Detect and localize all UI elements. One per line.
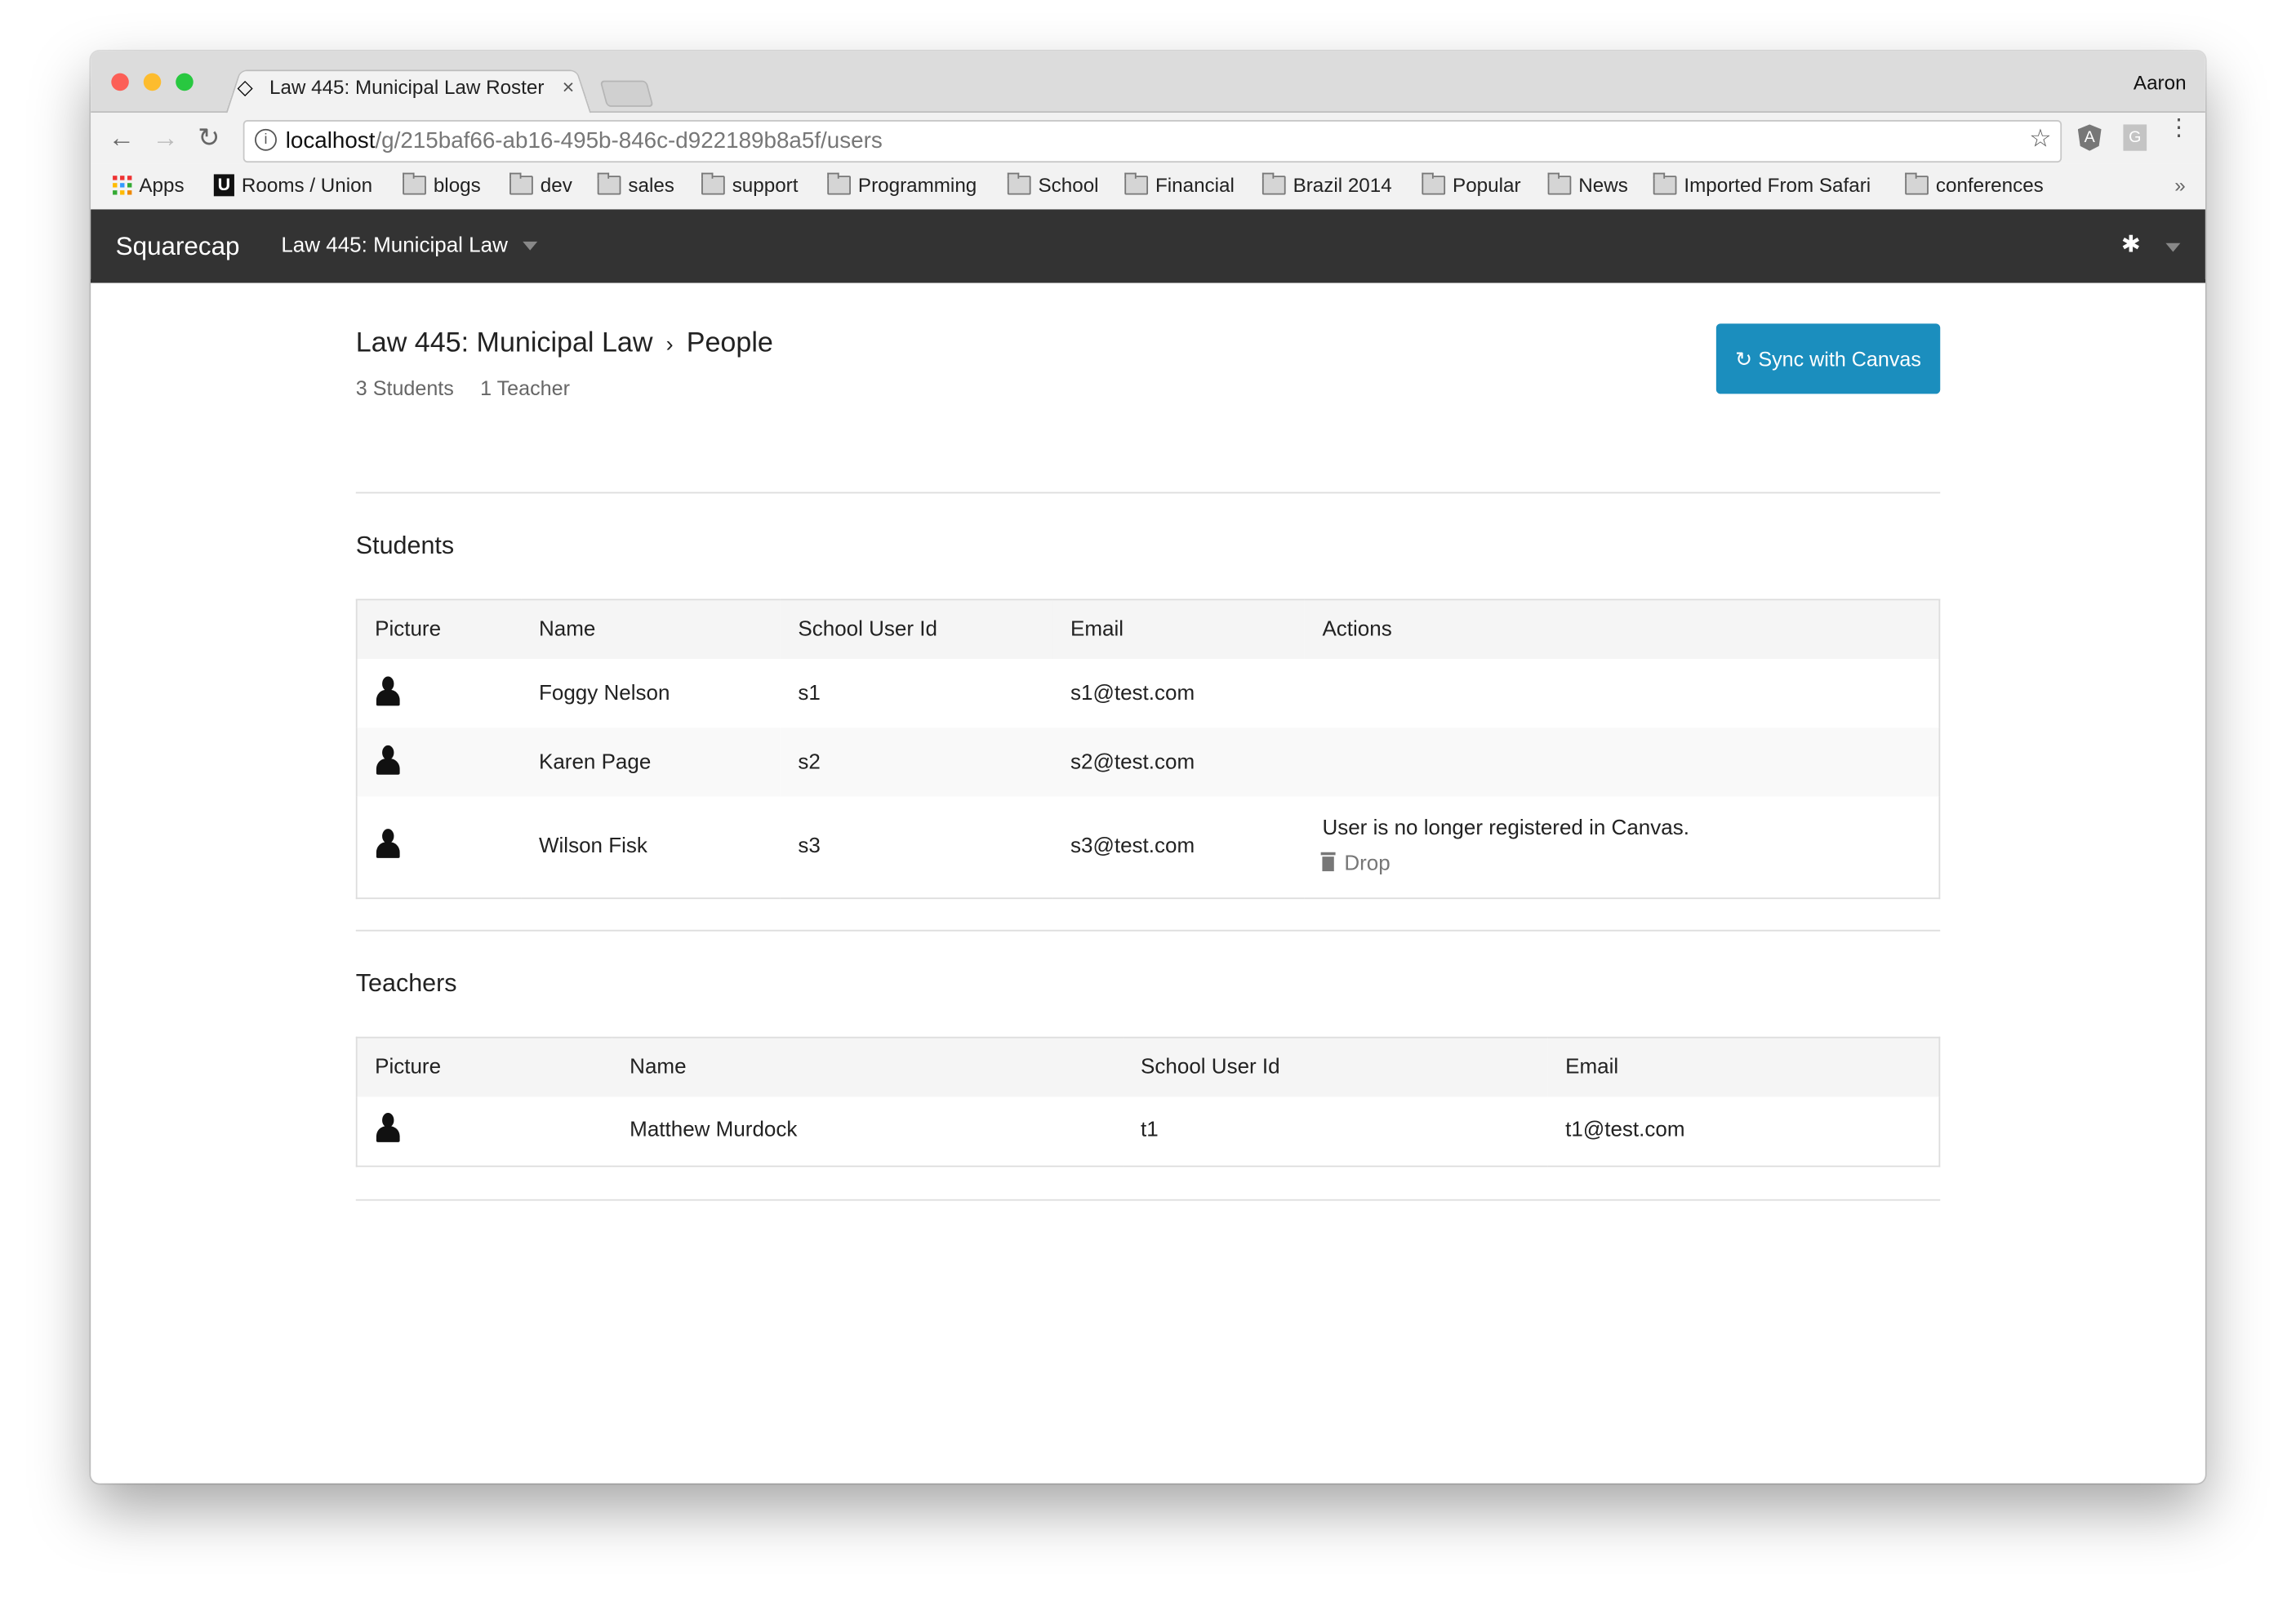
apps-icon: [113, 176, 132, 195]
bookmark-folder[interactable]: Financial: [1124, 172, 1235, 196]
brand-logo[interactable]: Squarecap: [115, 231, 240, 261]
teachers-count: 1 Teacher: [480, 376, 570, 400]
bookmarks-overflow-button[interactable]: »: [2174, 174, 2186, 197]
sync-with-canvas-button[interactable]: ↻ Sync with Canvas: [1715, 323, 1941, 394]
folder-icon: [1007, 172, 1031, 195]
url-host: localhost: [285, 128, 376, 154]
table-header: Picture Name School User Id Email: [356, 1037, 1940, 1097]
profile-name[interactable]: Aaron: [2133, 71, 2187, 94]
page-title: People: [686, 327, 773, 359]
drop-button[interactable]: Drop: [1320, 852, 1938, 876]
bookmark-rooms-union[interactable]: U Rooms / Union: [213, 174, 372, 197]
user-avatar-icon: [375, 675, 401, 705]
favicon-icon: ◇: [237, 74, 253, 99]
table-row: Matthew Murdock t1 t1@test.com: [357, 1097, 1940, 1165]
user-avatar-icon: [375, 829, 401, 859]
breadcrumb-course[interactable]: Law 445: Municipal Law: [355, 327, 653, 359]
bookmark-star-icon[interactable]: ☆: [2029, 124, 2052, 153]
bookmark-folder[interactable]: Programming: [827, 172, 977, 196]
folder-icon: [827, 172, 851, 195]
folder-icon: [1547, 172, 1572, 195]
caret-down-icon[interactable]: [2165, 242, 2181, 252]
bookmark-folder[interactable]: News: [1547, 172, 1628, 196]
tab-bar: ◇ Law 445: Municipal Law Roster × Aaron: [91, 51, 2205, 114]
counts: 3 Students 1 Teacher: [356, 376, 570, 400]
divider: [355, 929, 1941, 932]
minimize-window-button[interactable]: [143, 73, 162, 91]
course-dropdown[interactable]: Law 445: Municipal Law: [281, 234, 537, 258]
folder-icon: [1261, 172, 1286, 195]
bookmark-folder[interactable]: dev: [509, 172, 572, 196]
user-avatar-icon: [375, 744, 401, 774]
folder-icon: [1653, 172, 1677, 195]
trash-icon: [1320, 852, 1336, 872]
bookmark-folder[interactable]: sales: [597, 172, 674, 196]
user-avatar-icon: [375, 1113, 401, 1143]
folder-icon: [597, 172, 621, 195]
forward-icon[interactable]: →: [152, 122, 179, 153]
bookmark-folder[interactable]: Popular: [1422, 172, 1521, 196]
bookmark-folder[interactable]: conferences: [1905, 172, 2044, 196]
teachers-table: Picture Name School User Id Email Matthe…: [355, 1036, 1941, 1167]
bookmark-folder[interactable]: Imported From Safari: [1653, 172, 1871, 196]
folder-icon: [509, 172, 533, 195]
gear-icon[interactable]: ✱: [2120, 233, 2141, 258]
folder-icon: [1905, 172, 1929, 195]
students-count: 3 Students: [355, 376, 454, 400]
divider: [355, 1199, 1941, 1201]
bookmark-folder[interactable]: Brazil 2014: [1261, 172, 1392, 196]
app-navbar: Squarecap Law 445: Municipal Law ✱: [91, 209, 2205, 283]
reload-icon[interactable]: ↻: [198, 122, 220, 153]
maximize-window-button[interactable]: [176, 73, 194, 91]
unregistered-notice: User is no longer registered in Canvas.: [1322, 817, 1689, 841]
tab-title: Law 445: Municipal Law Roster: [269, 76, 545, 99]
back-icon[interactable]: ←: [108, 122, 135, 153]
new-tab-button[interactable]: [599, 80, 654, 107]
close-tab-icon[interactable]: ×: [562, 74, 575, 99]
browser-toolbar: ← → ↻ i localhost/g/215baf66-ab16-495b-8…: [91, 113, 2205, 164]
angular-extension-icon[interactable]: A: [2077, 124, 2102, 151]
divider: [355, 492, 1941, 494]
close-window-button[interactable]: [111, 73, 129, 91]
g-extension-icon[interactable]: G: [2123, 124, 2147, 151]
students-heading: Students: [355, 532, 455, 560]
students-table: Picture Name School User Id Email Action…: [355, 598, 1941, 899]
info-icon[interactable]: i: [255, 128, 277, 151]
breadcrumb: Law 445: Municipal Law › People: [355, 327, 773, 359]
bookmarks-bar: Apps U Rooms / Union blogs dev sales supp…: [91, 163, 2205, 211]
address-bar[interactable]: i localhost/g/215baf66-ab16-495b-846c-d9…: [243, 120, 2062, 163]
bookmark-folder[interactable]: blogs: [403, 172, 481, 196]
table-header: Picture Name School User Id Email Action…: [356, 599, 1940, 660]
folder-icon: [403, 172, 426, 195]
bookmark-apps[interactable]: Apps: [113, 174, 185, 196]
refresh-icon: ↻: [1735, 346, 1753, 370]
table-row: Karen Page s2 s2@test.com: [356, 727, 1940, 797]
folder-icon: [1124, 172, 1149, 195]
folder-icon: [701, 172, 725, 195]
menu-icon[interactable]: ⋮: [2167, 115, 2191, 141]
caret-down-icon: [522, 242, 537, 251]
table-row: Wilson Fisk s3 s3@test.com User is no lo…: [357, 797, 1940, 898]
bookmark-folder[interactable]: support: [701, 172, 798, 196]
table-row: Foggy Nelson s1 s1@test.com: [357, 659, 1940, 727]
bookmark-folder[interactable]: School: [1007, 172, 1099, 196]
teachers-heading: Teachers: [355, 969, 457, 998]
url-path: /g/215baf66-ab16-495b-846c-d922189b8a5f/…: [375, 128, 883, 154]
folder-icon: [1422, 172, 1446, 195]
union-icon: U: [213, 174, 234, 197]
browser-window: ◇ Law 445: Municipal Law Roster × Aaron …: [91, 51, 2205, 1484]
